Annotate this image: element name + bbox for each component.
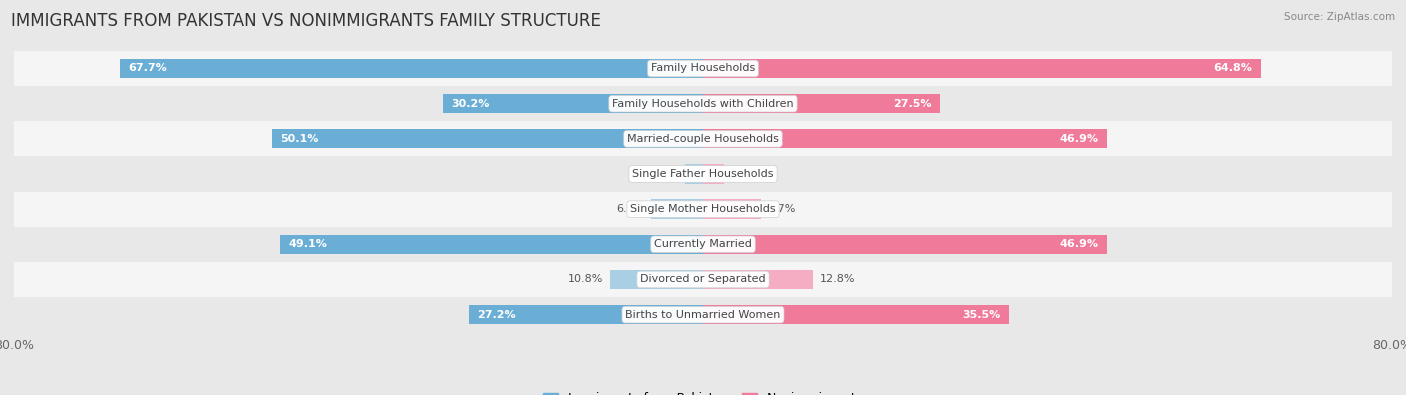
Text: 12.8%: 12.8% [820, 275, 856, 284]
Bar [14, 86, 1392, 121]
Legend: Immigrants from Pakistan, Nonimmigrants: Immigrants from Pakistan, Nonimmigrants [538, 387, 868, 395]
Text: Single Mother Households: Single Mother Households [630, 204, 776, 214]
Text: Family Households: Family Households [651, 64, 755, 73]
Bar [703, 305, 1008, 324]
Bar [651, 199, 703, 219]
Text: 30.2%: 30.2% [451, 99, 489, 109]
Bar [468, 305, 703, 324]
Text: 67.7%: 67.7% [128, 64, 167, 73]
Text: 2.4%: 2.4% [731, 169, 759, 179]
Text: IMMIGRANTS FROM PAKISTAN VS NONIMMIGRANTS FAMILY STRUCTURE: IMMIGRANTS FROM PAKISTAN VS NONIMMIGRANT… [11, 12, 602, 30]
Text: 64.8%: 64.8% [1213, 64, 1253, 73]
Bar [271, 129, 703, 149]
Text: Single Father Households: Single Father Households [633, 169, 773, 179]
Bar [703, 235, 1107, 254]
Bar [14, 121, 1392, 156]
Text: 6.7%: 6.7% [768, 204, 796, 214]
Text: Source: ZipAtlas.com: Source: ZipAtlas.com [1284, 12, 1395, 22]
Bar [14, 227, 1392, 262]
Text: 35.5%: 35.5% [962, 310, 1000, 320]
Bar [610, 270, 703, 289]
Bar [14, 262, 1392, 297]
Bar [14, 192, 1392, 227]
Text: Divorced or Separated: Divorced or Separated [640, 275, 766, 284]
Text: Births to Unmarried Women: Births to Unmarried Women [626, 310, 780, 320]
Bar [280, 235, 703, 254]
Text: 10.8%: 10.8% [568, 275, 603, 284]
Bar [703, 94, 939, 113]
Bar [703, 129, 1107, 149]
Text: 27.5%: 27.5% [893, 99, 931, 109]
Bar [14, 51, 1392, 86]
Text: 46.9%: 46.9% [1059, 134, 1098, 144]
Bar [685, 164, 703, 184]
Text: 27.2%: 27.2% [478, 310, 516, 320]
Text: 49.1%: 49.1% [288, 239, 328, 249]
Bar [120, 59, 703, 78]
Text: 50.1%: 50.1% [280, 134, 319, 144]
Text: Married-couple Households: Married-couple Households [627, 134, 779, 144]
Bar [703, 270, 813, 289]
Text: Family Households with Children: Family Households with Children [612, 99, 794, 109]
Text: 6.0%: 6.0% [616, 204, 644, 214]
Bar [703, 199, 761, 219]
Bar [703, 164, 724, 184]
Bar [443, 94, 703, 113]
Bar [14, 156, 1392, 192]
Bar [14, 297, 1392, 332]
Text: Currently Married: Currently Married [654, 239, 752, 249]
Bar [703, 59, 1261, 78]
Text: 46.9%: 46.9% [1059, 239, 1098, 249]
Text: 2.1%: 2.1% [650, 169, 678, 179]
